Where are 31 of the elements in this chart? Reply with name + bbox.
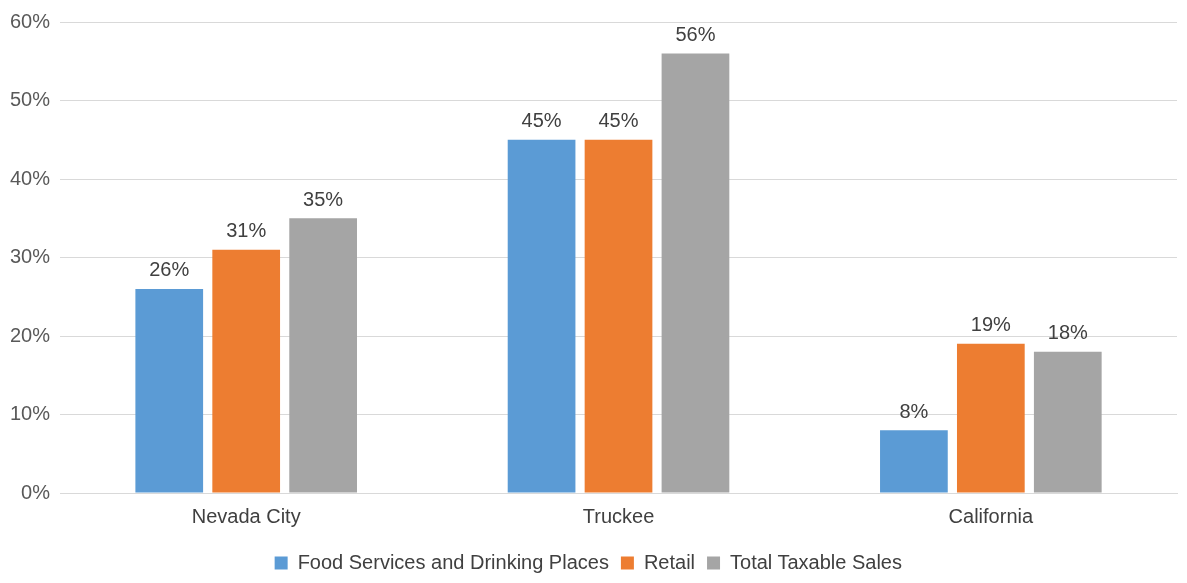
bar (584, 139, 653, 493)
legend-label: Retail (643, 550, 696, 573)
y-tick-label: 60% (10, 9, 51, 32)
data-label: 31% (226, 219, 267, 242)
bar (1033, 351, 1102, 493)
y-tick-label: 40% (10, 166, 51, 189)
bar (880, 430, 948, 493)
y-tick-label: 50% (10, 88, 51, 111)
data-label: 8% (899, 399, 929, 422)
bar (956, 343, 1025, 493)
legend-label: Total Taxable Sales (730, 550, 902, 573)
x-tick-label: Nevada City (191, 504, 301, 527)
bar (289, 218, 357, 493)
data-label: 35% (303, 187, 344, 210)
data-label: 26% (149, 258, 190, 281)
data-label: 45% (521, 109, 562, 132)
bar (212, 249, 281, 493)
data-label: 18% (1047, 321, 1089, 344)
bar (135, 288, 204, 493)
bar (507, 139, 576, 493)
data-label: 45% (598, 109, 639, 132)
data-label: 56% (675, 22, 716, 45)
data-label: 19% (970, 313, 1012, 336)
legend-label: Food Services and Drinking Places (297, 550, 609, 573)
bar (661, 53, 730, 493)
y-tick-label: 20% (10, 323, 51, 346)
y-tick-label: 0% (21, 480, 51, 503)
y-tick-label: 10% (10, 402, 51, 425)
y-tick-label: 30% (10, 245, 51, 268)
x-tick-label: California (948, 504, 1034, 527)
x-tick-label: Truckee (582, 504, 655, 527)
